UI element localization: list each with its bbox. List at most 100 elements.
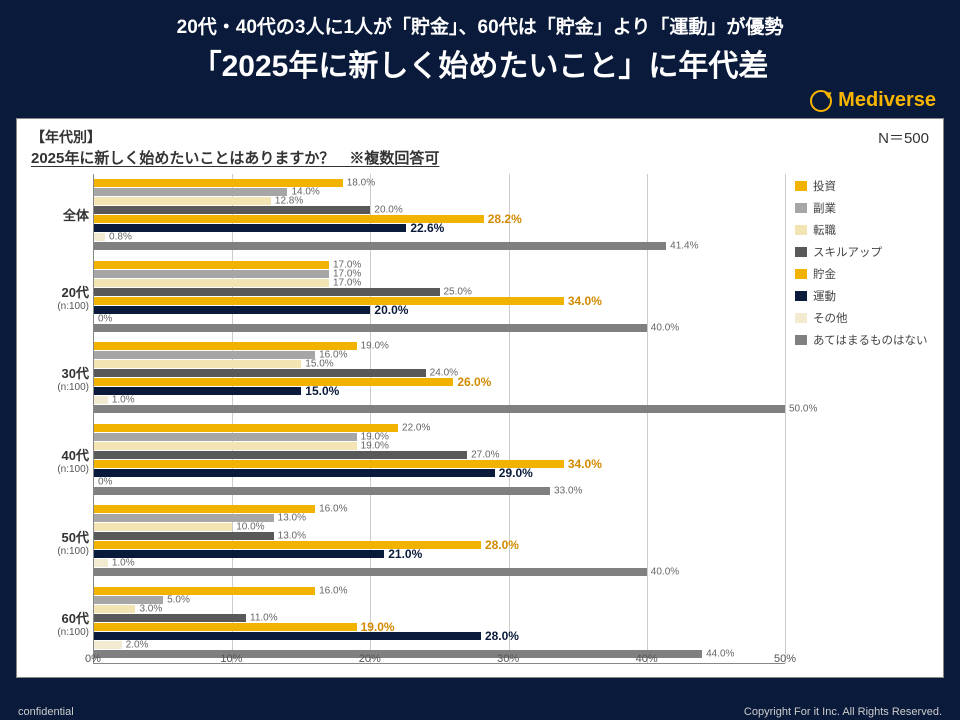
bar-value: 19.0% xyxy=(361,440,389,451)
bar xyxy=(94,568,647,576)
bar-row: 16.0% xyxy=(94,587,785,595)
bar xyxy=(94,396,108,404)
bar-row: 16.0% xyxy=(94,351,785,359)
bar xyxy=(94,242,666,250)
n-label: N＝500 xyxy=(878,127,929,148)
bar-row: 20.0% xyxy=(94,206,785,214)
bar xyxy=(94,197,271,205)
bar-groups: 18.0%14.0%12.8%20.0%28.2%22.6%0.8%41.4%1… xyxy=(94,174,785,663)
legend-swatch xyxy=(795,313,807,323)
bar-group: 18.0%14.0%12.8%20.0%28.2%22.6%0.8%41.4% xyxy=(94,174,785,256)
bar-row: 28.0% xyxy=(94,541,785,549)
bar-row: 1.0% xyxy=(94,396,785,404)
header: 20代・40代の3人に1人が「貯金」、60代は「貯金」より「運動」が優勢 「20… xyxy=(0,0,960,89)
bar xyxy=(94,460,564,468)
x-axis: 0%10%20%30%40%50% xyxy=(93,653,785,669)
legend-swatch xyxy=(795,203,807,213)
bar xyxy=(94,587,315,595)
brand: Mediverse xyxy=(0,89,960,118)
legend-label: あてはまるものはない xyxy=(813,332,928,348)
x-tick: 40% xyxy=(636,653,658,665)
legend: 投資副業転職スキルアップ貯金運動その他あてはまるものはない xyxy=(785,174,929,664)
bar xyxy=(94,378,453,386)
bar xyxy=(94,288,440,296)
bar-row: 0% xyxy=(94,478,785,486)
y-group-label: 40代(n:100) xyxy=(31,419,93,501)
bar-value: 25.0% xyxy=(444,286,472,297)
bar-value: 40.0% xyxy=(651,322,679,333)
legend-item: その他 xyxy=(795,310,929,326)
bar-value: 50.0% xyxy=(789,404,817,415)
bar-value: 3.0% xyxy=(139,603,162,614)
bar-row: 16.0% xyxy=(94,505,785,513)
bar xyxy=(94,342,357,350)
bar xyxy=(94,306,370,314)
bar-group: 16.0%13.0%10.0%13.0%28.0%21.0%1.0%40.0% xyxy=(94,500,785,582)
legend-swatch xyxy=(795,291,807,301)
bar-row: 0% xyxy=(94,315,785,323)
bar-row: 1.0% xyxy=(94,559,785,567)
bar-row: 21.0% xyxy=(94,550,785,558)
bar xyxy=(94,351,315,359)
legend-label: 副業 xyxy=(813,200,836,216)
bar xyxy=(94,523,232,531)
bar-value: 1.0% xyxy=(112,558,135,569)
bar-row: 50.0% xyxy=(94,405,785,413)
plot-area: 18.0%14.0%12.8%20.0%28.2%22.6%0.8%41.4%1… xyxy=(93,174,785,664)
footer: confidential Copyright For it Inc. All R… xyxy=(18,706,942,718)
legend-swatch xyxy=(795,225,807,235)
title: 「2025年に新しく始めたいこと」に年代差 xyxy=(24,41,936,85)
bar xyxy=(94,360,301,368)
bar-value: 0% xyxy=(98,313,112,324)
bar xyxy=(94,224,406,232)
legend-item: 貯金 xyxy=(795,266,929,282)
bar-row: 15.0% xyxy=(94,387,785,395)
legend-item: 運動 xyxy=(795,288,929,304)
chart-titles: 【年代別】 2025年に新しく始めたいことはありますか？ ※複数回答可 xyxy=(31,127,439,168)
legend-item: 副業 xyxy=(795,200,929,216)
bar-row: 18.0% xyxy=(94,179,785,187)
x-tick: 0% xyxy=(85,653,101,665)
y-group-label: 30代(n:100) xyxy=(31,337,93,419)
bar-value: 16.0% xyxy=(319,585,347,596)
chart-card: 【年代別】 2025年に新しく始めたいことはありますか？ ※複数回答可 N＝50… xyxy=(16,118,944,678)
bar-row: 19.0% xyxy=(94,442,785,450)
plot-wrap: 全体20代(n:100)30代(n:100)40代(n:100)50代(n:10… xyxy=(31,174,929,664)
bar-row: 20.0% xyxy=(94,306,785,314)
bar-group: 22.0%19.0%19.0%27.0%34.0%29.0%0%33.0% xyxy=(94,419,785,501)
bar xyxy=(94,605,135,613)
bar-row: 34.0% xyxy=(94,297,785,305)
bar-value: 0.8% xyxy=(109,232,132,243)
bar-row: 27.0% xyxy=(94,451,785,459)
bar xyxy=(94,369,426,377)
chart-section-label: 【年代別】 xyxy=(31,127,439,147)
page: 20代・40代の3人に1人が「貯金」、60代は「貯金」より「運動」が優勢 「20… xyxy=(0,0,960,720)
x-tick: 50% xyxy=(774,653,796,665)
bar-row: 22.6% xyxy=(94,224,785,232)
bar xyxy=(94,550,384,558)
bar-value: 18.0% xyxy=(347,178,375,189)
bar-row: 33.0% xyxy=(94,487,785,495)
bar xyxy=(94,297,564,305)
bar-group: 17.0%17.0%17.0%25.0%34.0%20.0%0%40.0% xyxy=(94,256,785,338)
bar-row: 19.0% xyxy=(94,342,785,350)
chart-header: 【年代別】 2025年に新しく始めたいことはありますか？ ※複数回答可 N＝50… xyxy=(31,127,929,168)
legend-label: その他 xyxy=(813,310,848,326)
bar-row: 26.0% xyxy=(94,378,785,386)
bar-row: 12.8% xyxy=(94,197,785,205)
bar xyxy=(94,188,287,196)
bar-value: 11.0% xyxy=(250,612,278,623)
bar-value: 2.0% xyxy=(126,639,149,650)
bar-row: 19.0% xyxy=(94,433,785,441)
footer-right: Copyright For it Inc. All Rights Reserve… xyxy=(744,706,942,718)
y-group-label: 20代(n:100) xyxy=(31,256,93,338)
bar-row: 22.0% xyxy=(94,424,785,432)
bar xyxy=(94,433,357,441)
bar-value: 27.0% xyxy=(471,449,499,460)
bar-value: 19.0% xyxy=(361,341,389,352)
bar xyxy=(94,206,370,214)
legend-swatch xyxy=(795,247,807,257)
bar-row: 17.0% xyxy=(94,279,785,287)
bar xyxy=(94,532,274,540)
legend-label: 投資 xyxy=(813,178,836,194)
